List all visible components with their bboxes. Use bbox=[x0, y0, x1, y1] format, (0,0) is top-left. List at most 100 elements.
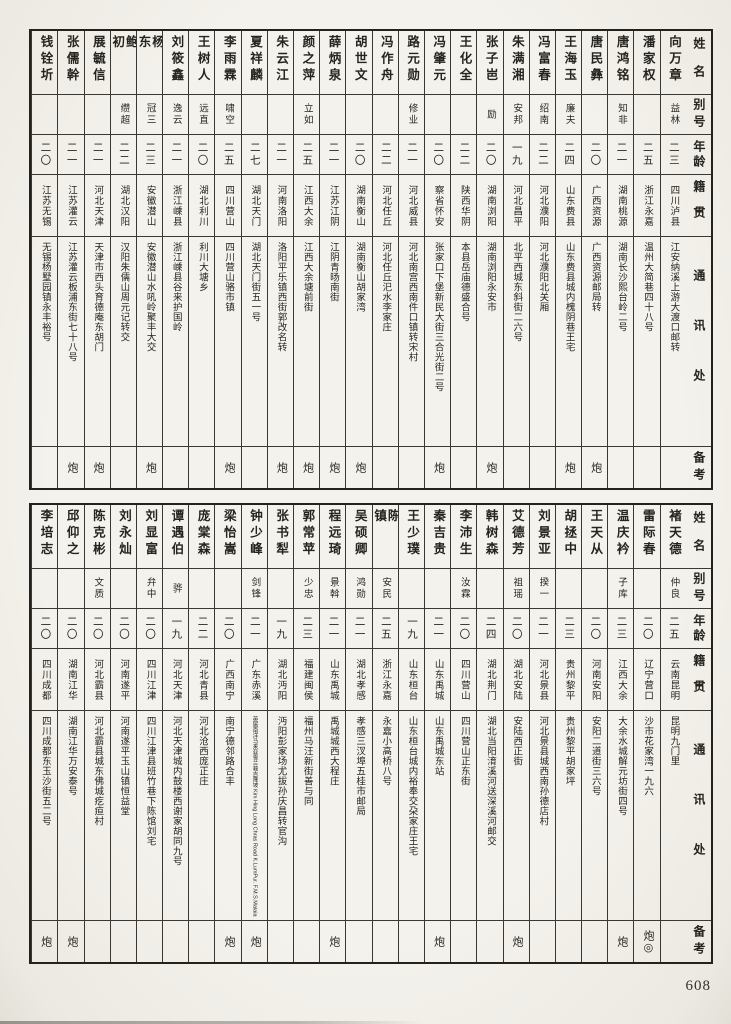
entry-column: 夏祥麟 二七 湖北天门 湖北天门街五一号 bbox=[240, 31, 267, 488]
person-address: 禹城城西大程庄 bbox=[327, 716, 339, 786]
person-name: 刘显富 bbox=[143, 509, 158, 559]
person-name: 路元勋 bbox=[405, 35, 420, 85]
person-address: 英属南洋马来亚雪兰莪吉隆坡 Kim Hing Long Chras Road K… bbox=[251, 716, 258, 917]
entry-column: 郭常苹 少忠 二三 福建闽侯 福州马汪新街善与同 bbox=[293, 505, 320, 962]
person-name: 胡世文 bbox=[352, 35, 367, 85]
person-name: 刘筱鑫 bbox=[169, 35, 184, 85]
entry-column: 秦吉贵 二一 山东禹城 山东禹城东站 炮 bbox=[423, 505, 451, 962]
person-address: 四川营山骆市镇 bbox=[223, 242, 235, 312]
person-address: 河北景县城西南孙德店村 bbox=[537, 716, 549, 826]
person-native-place: 河北任丘 bbox=[380, 184, 392, 227]
person-native-place: 河北景县 bbox=[537, 658, 549, 701]
header-name: 姓名 bbox=[691, 510, 706, 567]
person-address: 山东费县城内槐阴巷王宅 bbox=[563, 242, 575, 352]
person-age: 二一 bbox=[432, 616, 445, 641]
person-alias: 缵超 bbox=[118, 103, 130, 126]
person-name: 钟少峰 bbox=[247, 509, 262, 559]
person-native-place: 河北青县 bbox=[196, 658, 208, 701]
person-alias: 景斡 bbox=[327, 577, 339, 600]
person-name: 朱满湘 bbox=[509, 35, 524, 85]
entry-column: 冯肇元 二〇 察省怀安 张家口下堡新民大街三合光街二号 炮 bbox=[423, 31, 451, 488]
person-native-place: 湖南衡山 bbox=[354, 184, 366, 227]
person-native-place: 广东赤溪 bbox=[249, 658, 261, 701]
person-age: 一九 bbox=[406, 616, 418, 641]
person-remark: 炮 bbox=[222, 936, 235, 947]
person-native-place: 广西南宁 bbox=[223, 658, 235, 701]
person-age: 二五 bbox=[301, 142, 314, 167]
entry-column: 李沛生 汝霖 二〇 四川营山 四川营山正东街 bbox=[450, 505, 477, 962]
header-name: 姓名 bbox=[691, 36, 706, 93]
person-native-place: 福建闽侯 bbox=[301, 658, 313, 701]
roster-table-bottom: 姓名 别号 年龄 籍贯 通讯处 备考 褚天德 仲良 二五 云南昆明 昆明九门里 … bbox=[29, 503, 713, 964]
entry-column: 温庆衿 子库 二三 江西大余 大余水城解元坊街四号 炮 bbox=[607, 505, 634, 962]
person-alias: 远直 bbox=[196, 103, 208, 126]
header-age: 年龄 bbox=[691, 139, 706, 170]
entry-column: 李雨霖 啸空 二五 四川营山 四川营山骆市镇 炮 bbox=[214, 31, 241, 488]
person-name: 唐民彝 bbox=[588, 35, 603, 85]
person-address: 河北天津城内鼓楼西谢家胡同九号 bbox=[170, 716, 182, 866]
person-name: 张儒幹 bbox=[64, 35, 79, 85]
entry-column: 庞棠森 二二 河北青县 河北沧西庞正庄 bbox=[188, 505, 215, 962]
person-address: 湖南江华万安泰号 bbox=[66, 716, 78, 796]
person-address: 安阳二道街三六号 bbox=[589, 716, 601, 796]
header-native-place: 籍贯 bbox=[691, 653, 706, 706]
entry-column: 朱满湘 安邦 一九 河北昌平 北平西城东斜街二六号 bbox=[502, 31, 529, 488]
person-address: 大余水城解元坊街四号 bbox=[615, 716, 627, 816]
person-age: 二五 bbox=[667, 616, 680, 641]
person-address: 浙江嵊县谷来护国岭 bbox=[170, 242, 182, 332]
person-age: 二二 bbox=[196, 616, 209, 641]
person-age: 二一 bbox=[170, 142, 183, 167]
entry-column: 展毓信 二一 河北天津 天津市西头育德庵东胡门 炮 bbox=[83, 31, 110, 488]
person-age: 二一 bbox=[91, 142, 104, 167]
entry-column: 吴硕卿 鸿勋 二一 湖北孝感 孝感三汊埠五桂市邮局 bbox=[345, 505, 372, 962]
person-remark: 炮 bbox=[353, 462, 366, 473]
person-age: 二三 bbox=[301, 616, 314, 641]
entry-column: 杨东 冠三 二三 安徽潜山 安徽潜山水吼岭聚丰大交 炮 bbox=[135, 31, 163, 488]
person-remark: 炮 bbox=[65, 936, 78, 947]
person-name: 冯肇元 bbox=[431, 35, 446, 85]
person-age: 二〇 bbox=[484, 142, 497, 167]
person-name: 张子岜 bbox=[483, 35, 498, 85]
person-name: 陈镇 bbox=[372, 509, 398, 544]
entry-column: 雷际春 二〇 辽宁营口 沙市花家湾一九六 炮◎ bbox=[633, 505, 660, 962]
person-age: 二〇 bbox=[91, 616, 104, 641]
header-age: 年龄 bbox=[691, 613, 706, 644]
entry-column: 唐鸿铭 知非 二一 湖南桃源 湖南长沙熙台岭二号 bbox=[607, 31, 634, 488]
person-native-place: 察省怀安 bbox=[432, 184, 444, 227]
entry-column: 陈镇 安民 二五 浙江永嘉 永嘉小高桥八号 bbox=[371, 505, 398, 962]
person-native-place: 江苏灌云 bbox=[66, 184, 78, 227]
person-address: 河北任丘汜水李家庄 bbox=[380, 242, 392, 332]
person-age: 二三 bbox=[667, 142, 680, 167]
person-address: 山东禹城东站 bbox=[432, 716, 444, 776]
person-native-place: 安徽潜山 bbox=[144, 184, 156, 227]
person-age: 二一 bbox=[275, 142, 288, 167]
person-name: 程远琦 bbox=[326, 509, 341, 559]
person-address: 安陆西正街 bbox=[511, 716, 523, 766]
person-remark: 炮 bbox=[327, 936, 340, 947]
person-name: 陈克彬 bbox=[90, 509, 105, 559]
person-native-place: 江西大余 bbox=[615, 658, 627, 701]
person-native-place: 河南洛阳 bbox=[275, 184, 287, 227]
person-age: 二二 bbox=[379, 142, 392, 167]
entry-column: 程远琦 景斡 二一 山东禹城 禹城城西大程庄 炮 bbox=[319, 505, 346, 962]
entry-column: 冯富春 绍南 二二 河北濮阳 河北濮阳北关厢 bbox=[528, 31, 555, 488]
person-age: 二一 bbox=[536, 616, 549, 641]
person-name: 秦吉贵 bbox=[431, 509, 446, 559]
person-alias: 文质 bbox=[92, 577, 104, 600]
person-age: 二〇 bbox=[458, 616, 471, 641]
person-remark: 炮◎ bbox=[641, 929, 654, 954]
person-native-place: 湖北荆门 bbox=[485, 658, 497, 701]
entry-column: 刘显富 弁中 二〇 四川江津 四川江津县班竹巷下陈馆刘宅 bbox=[135, 505, 163, 962]
header-native-place: 籍贯 bbox=[691, 179, 706, 232]
person-address: 湖北天门街五一号 bbox=[249, 242, 261, 322]
person-age: 二二 bbox=[536, 142, 549, 167]
person-native-place: 浙江嵊县 bbox=[170, 184, 182, 227]
person-address: 沔阳彭家场尤拔孙庆昌转官沟 bbox=[275, 716, 287, 846]
person-native-place: 湖北汉阳 bbox=[118, 184, 130, 227]
header-column: 姓名 别号 年龄 籍贯 通讯处 备考 bbox=[685, 31, 711, 488]
entry-column: 王海玉 廉夫 二四 山东费县 山东费县城内槐阴巷王宅 炮 bbox=[554, 31, 582, 488]
person-name: 李培志 bbox=[38, 509, 53, 559]
person-alias: 安邦 bbox=[511, 103, 523, 126]
person-name: 鲍初 bbox=[110, 35, 136, 70]
person-age: 二〇 bbox=[510, 616, 523, 641]
